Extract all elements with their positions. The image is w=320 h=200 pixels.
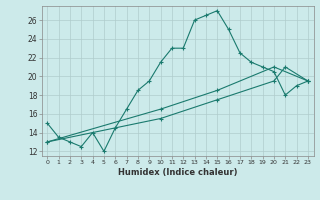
- X-axis label: Humidex (Indice chaleur): Humidex (Indice chaleur): [118, 168, 237, 177]
